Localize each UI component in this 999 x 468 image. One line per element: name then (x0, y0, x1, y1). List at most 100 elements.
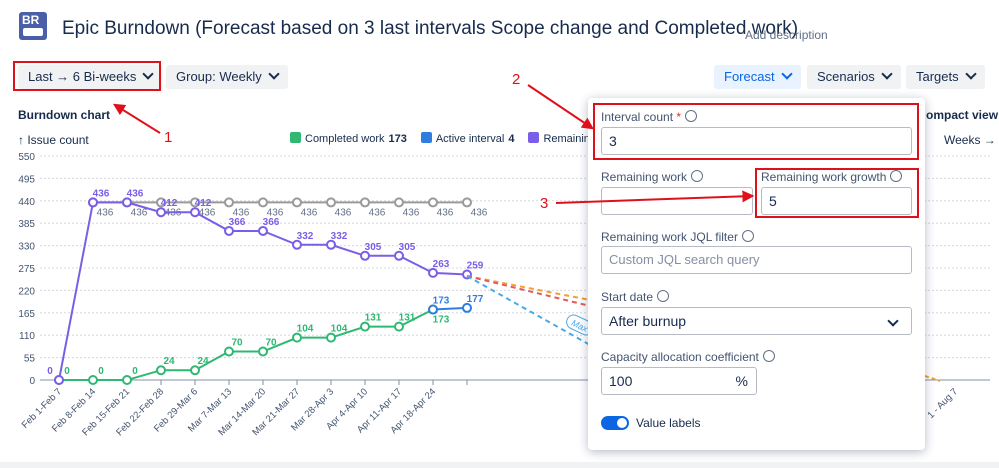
label-text: Start date (601, 290, 654, 304)
value-label: 412 (195, 198, 212, 209)
series-line (59, 308, 434, 381)
value-label: 24 (197, 356, 209, 367)
value-label: 0 (47, 366, 53, 377)
data-point (156, 197, 166, 208)
y-tick-label: 275 (18, 264, 35, 275)
info-icon (890, 170, 903, 182)
forecast-lines: Max (466, 275, 941, 382)
data-point (326, 239, 336, 250)
legend-swatch (290, 132, 301, 143)
value-label: 436 (335, 207, 352, 218)
info-icon (762, 350, 775, 362)
data-point (224, 197, 234, 208)
value-label: 436 (127, 188, 144, 199)
value-label: 436 (131, 207, 148, 218)
value-label: 104 (297, 324, 314, 335)
value-label: 332 (331, 231, 348, 242)
value-label: 0 (64, 366, 70, 377)
data-point (122, 375, 132, 385)
field-label: Capacity allocation coefficient (601, 350, 775, 364)
value-label: 259 (467, 261, 484, 272)
range-button[interactable]: Last → 6 Bi-weeks (18, 65, 163, 89)
forecast-button[interactable]: Forecast (714, 65, 801, 89)
field-label: Remaining work (601, 170, 704, 184)
legend-swatch (420, 132, 432, 143)
data-point (224, 225, 234, 236)
value-label: 173 (433, 296, 450, 307)
info-icon (657, 290, 670, 302)
compact-view[interactable]: ompact view (926, 108, 999, 122)
legend-swatch (528, 132, 540, 143)
remaining-work-input[interactable] (601, 187, 753, 215)
value-label: 436 (97, 207, 114, 218)
y-tick-label: 440 (18, 197, 35, 208)
unit: % (735, 373, 748, 389)
x-axis-label: Weeks → (944, 133, 996, 147)
y-tick-label: 220 (18, 286, 35, 297)
label-text: Remaining work (601, 170, 688, 184)
logo-shape (23, 28, 43, 36)
y-tick-label: 165 (18, 309, 35, 320)
annotation-box (593, 103, 919, 160)
value-label: 305 (399, 242, 416, 253)
data-point (54, 375, 64, 385)
forecast-line-tail (924, 375, 941, 382)
data-point (190, 207, 200, 218)
series: 173 177 (428, 294, 484, 315)
value-label: 436 (267, 207, 284, 218)
value-label: 366 (263, 217, 280, 228)
data-point (156, 207, 166, 218)
value-label: 436 (437, 207, 454, 218)
legend-item[interactable]: Active interval 4 (420, 132, 515, 145)
y-tick-label: 0 (29, 376, 35, 387)
scenarios-button[interactable]: Scenarios (807, 65, 901, 89)
range-text: Last → 6 Bi-weeks (28, 69, 137, 84)
value-label: 0 (132, 366, 138, 377)
value-label: 436 (301, 207, 318, 218)
group-button[interactable]: Group: Weekly (166, 65, 288, 89)
logo-text: BR (22, 13, 40, 27)
label-text: Interval count (601, 110, 674, 124)
value-label: 436 (233, 207, 250, 218)
targets-button[interactable]: Targets (906, 65, 985, 89)
y-tick-label: 550 (18, 152, 35, 163)
forecast-text: Forecast (724, 69, 775, 84)
toggle-label: Value labels (636, 416, 701, 430)
remaining-work-growth-input[interactable]: 5 (761, 187, 912, 215)
legend-item[interactable]: Remaining (528, 132, 596, 145)
data-point (326, 197, 336, 208)
data-point (292, 239, 302, 250)
series: 0 0 0 24 24 70 70 104 104 131 131 173 (54, 304, 450, 385)
targets-text: Targets (916, 69, 959, 84)
field-label: Remaining work growth (761, 170, 903, 184)
info-icon (741, 230, 754, 242)
y-tick-label: 55 (24, 354, 36, 365)
capacity-input[interactable]: 100% (601, 367, 757, 395)
data-point (394, 321, 404, 332)
legend-total: 4 (508, 133, 515, 145)
data-point (258, 346, 268, 357)
data-point (292, 197, 302, 208)
data-point (394, 197, 404, 208)
forecast-line (466, 275, 591, 307)
legend-item[interactable]: Completed work 173 (290, 132, 407, 145)
value-label: 305 (365, 242, 382, 253)
jql-filter-input[interactable]: Custom JQL search query (601, 246, 912, 274)
value-label: 131 (365, 313, 382, 324)
legend: Completed work 173 Active interval 4 Remaini… (290, 132, 610, 145)
scenarios-text: Scenarios (817, 69, 875, 84)
add-description[interactable]: Add description (745, 28, 828, 42)
start-date-select[interactable]: After burnup (601, 307, 912, 335)
legend-total: 173 (388, 133, 407, 145)
chart-title: Burndown chart (18, 108, 110, 122)
series-line (432, 306, 468, 311)
data-point (360, 250, 370, 261)
interval-count-input[interactable]: 3 (601, 127, 912, 155)
annotation-box (13, 61, 161, 91)
toggle[interactable] (601, 416, 629, 430)
data-point (394, 250, 404, 261)
y-tick-label: 385 (18, 219, 35, 230)
data-point (88, 197, 98, 208)
